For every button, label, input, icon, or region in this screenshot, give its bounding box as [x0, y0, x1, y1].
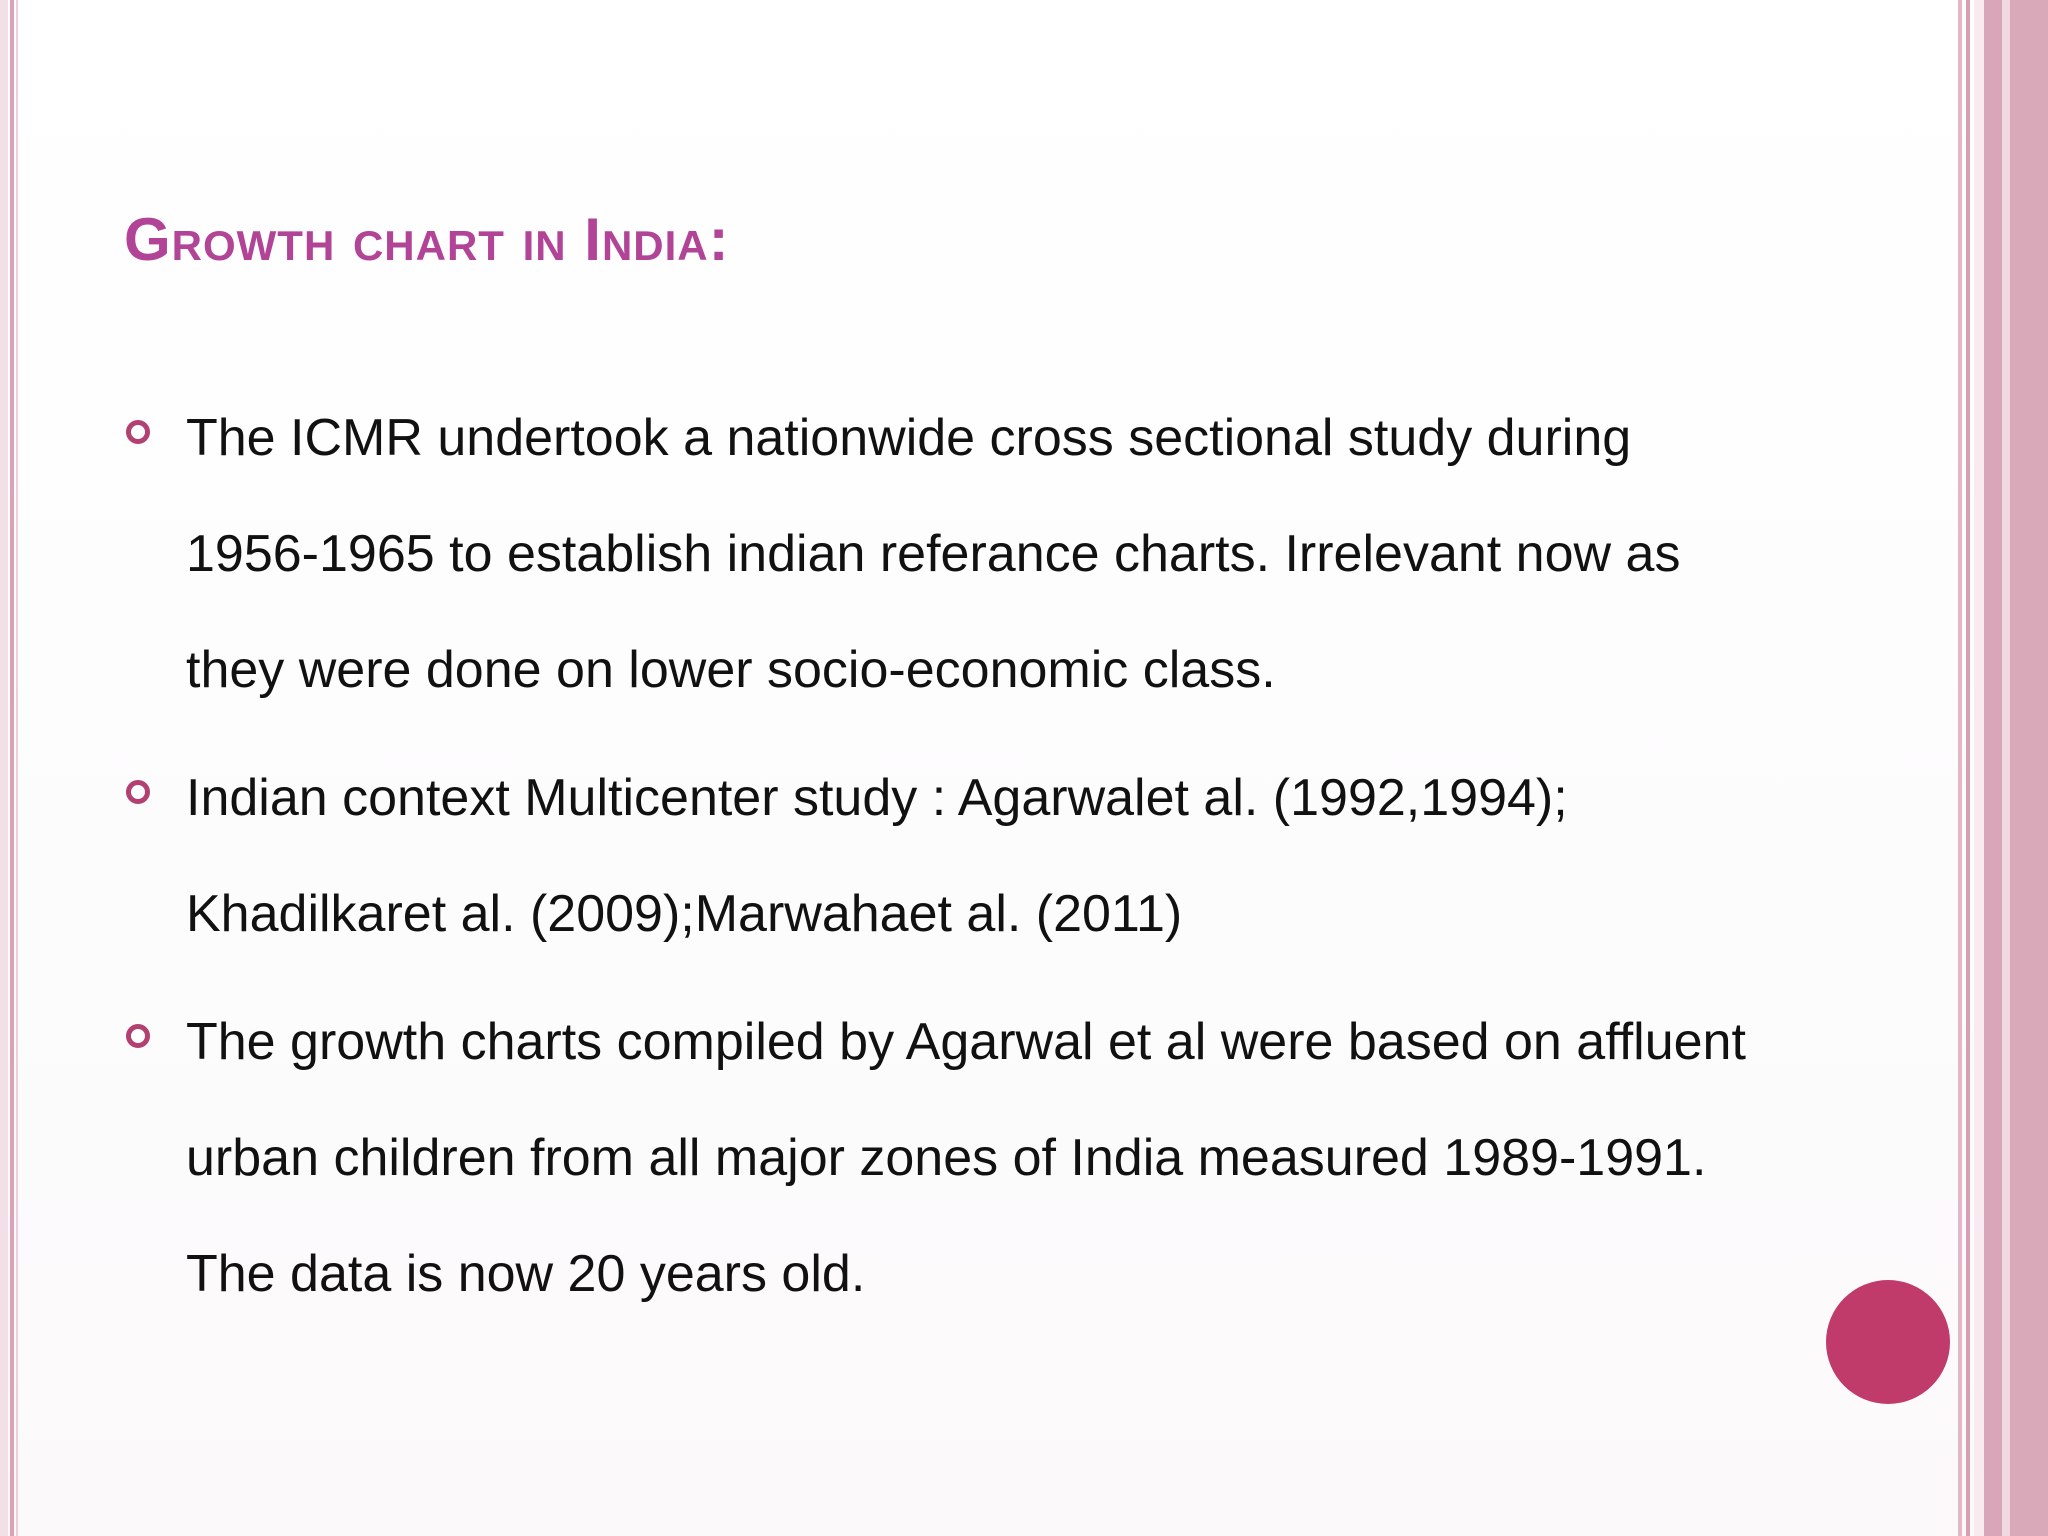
decorative-circle: [1826, 1280, 1950, 1404]
left-border-line: [0, 0, 8, 1536]
bullet-list: The ICMR undertook a nationwide cross se…: [124, 380, 1764, 1344]
bullet-item: Indian context Multicenter study : Agarw…: [124, 740, 1764, 972]
right-border-stripe: [1984, 0, 2002, 1536]
bullet-text: Indian context Multicenter study : Agarw…: [186, 769, 1568, 943]
bullet-circle-icon: [126, 420, 150, 444]
right-border-stripe: [2010, 0, 2048, 1536]
bullet-circle-icon: [126, 780, 150, 804]
right-border-stripe: [1966, 0, 1970, 1536]
right-border-stripe: [1974, 0, 1984, 1536]
left-border-line: [16, 0, 18, 1536]
bullet-text: The growth charts compiled by Agarwal et…: [186, 1013, 1746, 1303]
right-border-stripe: [2002, 0, 2010, 1536]
bullet-item: The growth charts compiled by Agarwal et…: [124, 984, 1764, 1332]
right-border-stripe: [1958, 0, 1962, 1536]
bullet-text: The ICMR undertook a nationwide cross se…: [186, 409, 1681, 699]
slide-title: Growth chart in India:: [124, 206, 730, 273]
bullet-circle-icon: [126, 1024, 150, 1048]
left-border-line: [10, 0, 14, 1536]
bullet-item: The ICMR undertook a nationwide cross se…: [124, 380, 1764, 728]
